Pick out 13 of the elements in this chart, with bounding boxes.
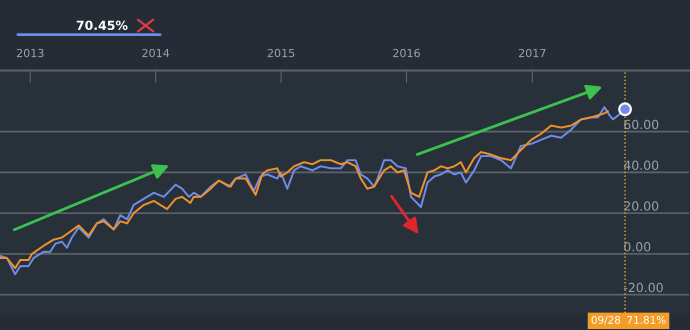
- text: 71.81%: [627, 316, 666, 324]
- x-tick-label: 2015: [268, 48, 294, 58]
- y-tick-label: 0.00: [624, 242, 650, 252]
- x-tick-label: 2014: [142, 48, 170, 58]
- y-tick-label: -20.00: [624, 282, 663, 292]
- x-tick-label: 2017: [518, 48, 546, 58]
- y-tick-label: 40.00: [624, 160, 658, 170]
- ref-line-label: 09/28: [592, 316, 620, 325]
- x-tick-label: 2013: [16, 48, 44, 58]
- text: 70.45%: [76, 20, 128, 30]
- y-tick-label: 20.00: [624, 201, 658, 211]
- y-tick-label: 60.00: [624, 120, 658, 130]
- x-tick-label: 2016: [393, 48, 420, 58]
